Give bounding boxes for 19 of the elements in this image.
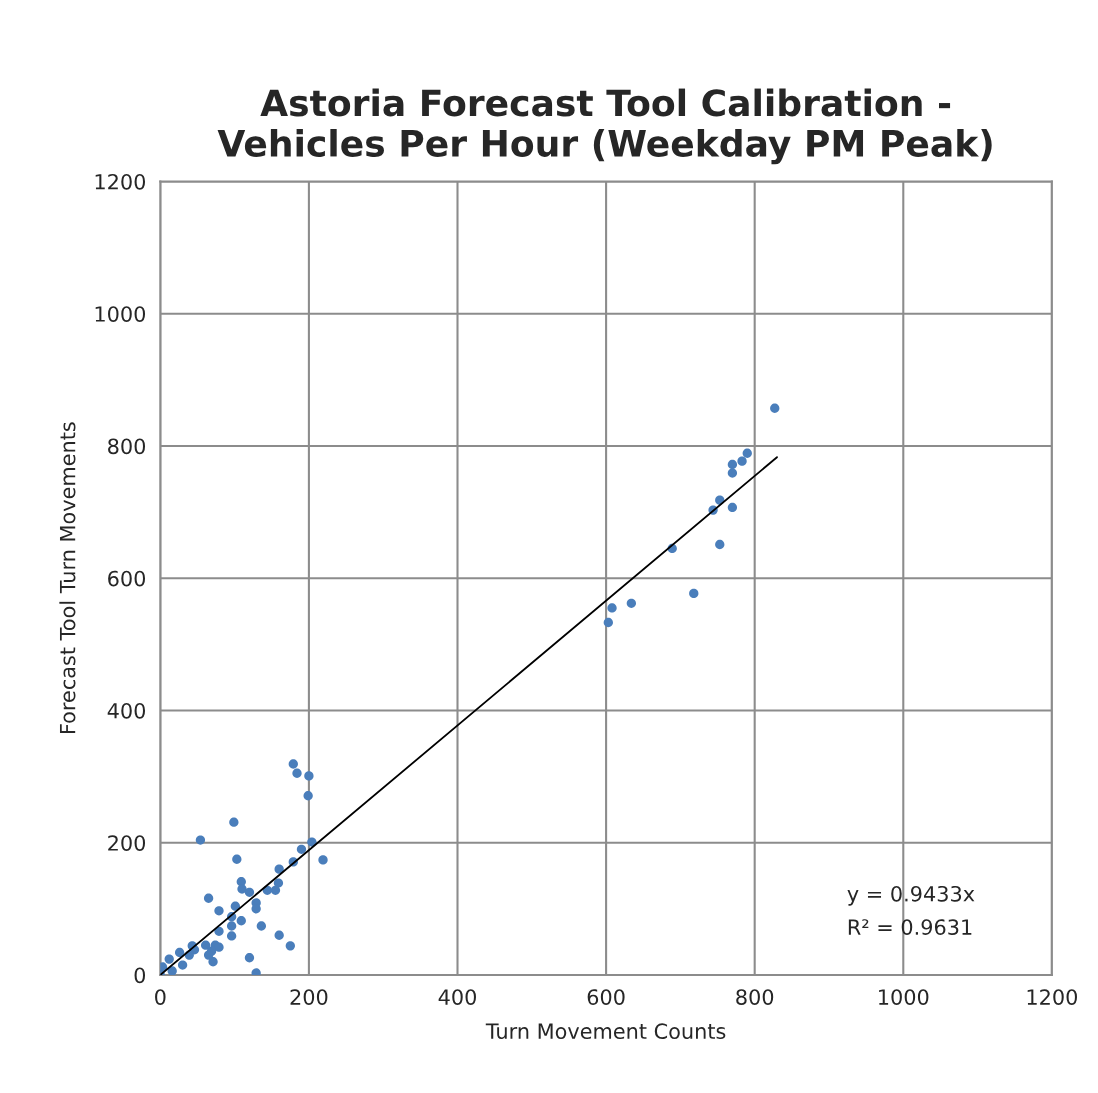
y-tick-label: 200 <box>108 835 146 851</box>
x-tick-label: 200 <box>290 989 328 1005</box>
x-tick-label: 800 <box>736 989 774 1005</box>
y-tick-label: 600 <box>108 570 146 587</box>
x-tick-label: 1200 <box>1027 989 1078 1005</box>
y-tick-label: 0 <box>134 967 146 984</box>
y-tick-label: 1200 <box>95 173 146 190</box>
x-tick-label: 400 <box>438 989 476 1005</box>
y-tick-label: 800 <box>108 438 146 455</box>
y-tick-label: 1000 <box>95 306 146 322</box>
y-tick-label: 400 <box>107 702 146 719</box>
annotation: R² = 0.9631 <box>848 919 972 935</box>
x-axis-title: Turn Movement Counts <box>485 1023 726 1040</box>
x-tick-label: 1000 <box>879 989 929 1005</box>
x-tick-label: 600 <box>587 989 625 1005</box>
chart-title: Astoria Forecast Tool Calibration - Vehicles Per Hour (Weekday PM Peak) <box>217 88 992 165</box>
annotation: y = 0.9433x <box>847 885 975 906</box>
y-axis-title: Forecast Tool Turn Movements <box>59 422 76 734</box>
x-tick-label: 0 <box>155 989 166 1005</box>
